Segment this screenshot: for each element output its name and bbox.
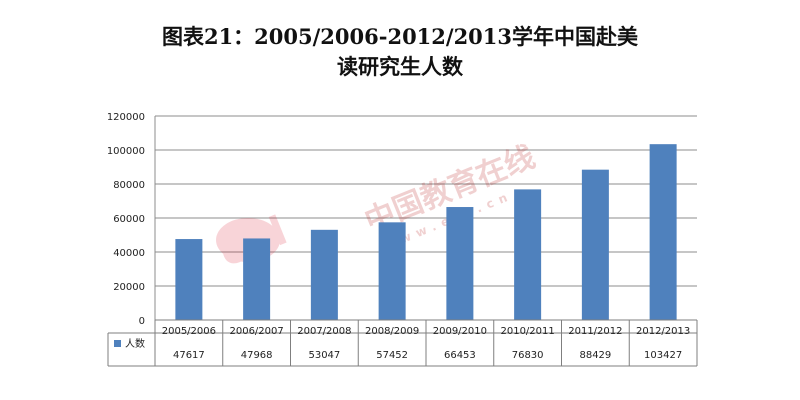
bar bbox=[243, 238, 271, 320]
y-tick-label: 100000 bbox=[107, 146, 145, 157]
chart-title: 图表21：2005/2006-2012/2013学年中国赴美 读研究生人数 bbox=[0, 22, 800, 82]
legend-swatch bbox=[114, 340, 121, 347]
bar bbox=[581, 169, 609, 320]
bar bbox=[175, 239, 203, 320]
x-tick-label: 2008/2009 bbox=[365, 326, 419, 337]
x-tick-label: 2005/2006 bbox=[162, 326, 216, 337]
chart-title-line-1: 图表21：2005/2006-2012/2013学年中国赴美 bbox=[161, 24, 639, 49]
y-tick-label: 120000 bbox=[107, 112, 145, 123]
data-table: 2005/2006 2006/2007 2007/2008 2008/2009 2009… bbox=[107, 319, 698, 367]
x-tick-label: 2009/2010 bbox=[433, 326, 487, 337]
x-tick-label: 2010/2011 bbox=[500, 326, 554, 337]
data-label: 53047 bbox=[308, 350, 340, 361]
y-tick-label: 0 bbox=[139, 316, 145, 327]
data-label: 57452 bbox=[376, 350, 408, 361]
bar bbox=[310, 229, 338, 320]
bar bbox=[378, 222, 406, 320]
y-tick-label: 40000 bbox=[113, 248, 145, 259]
bar bbox=[446, 207, 474, 320]
y-tick-label: 80000 bbox=[113, 180, 145, 191]
data-label: 76830 bbox=[512, 350, 544, 361]
data-label: 47968 bbox=[241, 350, 273, 361]
data-label: 88429 bbox=[579, 350, 611, 361]
y-tick-label: 20000 bbox=[113, 282, 145, 293]
bar bbox=[649, 144, 677, 320]
legend-label: 人数 bbox=[125, 337, 145, 350]
x-tick-label: 2012/2013 bbox=[636, 326, 690, 337]
bar bbox=[514, 189, 542, 320]
y-axis: 0 20000 40000 60000 80000 100000 120000 bbox=[107, 112, 156, 327]
data-label: 66453 bbox=[444, 350, 476, 361]
chart-title-line-2: 读研究生人数 bbox=[337, 54, 463, 79]
x-tick-label: 2006/2007 bbox=[229, 326, 283, 337]
data-label: 47617 bbox=[173, 350, 205, 361]
x-tick-label: 2007/2008 bbox=[297, 326, 351, 337]
x-tick-label: 2011/2012 bbox=[568, 326, 622, 337]
y-tick-label: 60000 bbox=[113, 214, 145, 225]
data-label: 103427 bbox=[644, 350, 682, 361]
bars bbox=[175, 144, 677, 320]
